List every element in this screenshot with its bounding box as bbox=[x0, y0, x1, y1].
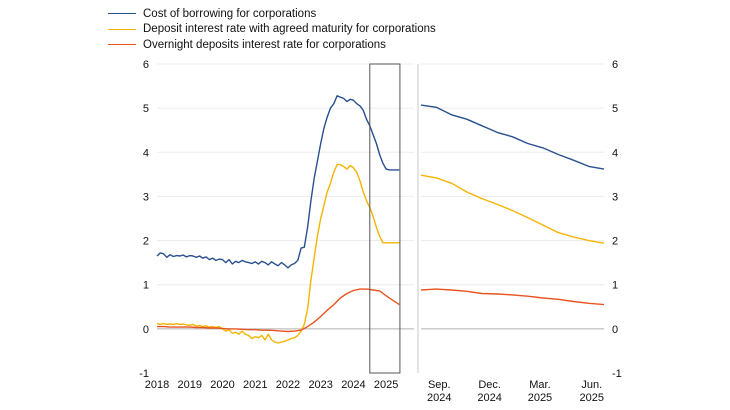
legend-label: Deposit interest rate with agreed maturi… bbox=[143, 23, 436, 36]
left-panel-series-line bbox=[157, 288, 400, 333]
y-tick-label-right: 4 bbox=[612, 147, 618, 159]
x-tick-label: 2022 bbox=[276, 379, 300, 391]
y-tick-label-left: 5 bbox=[143, 103, 149, 115]
legend-item-overnight: Overnight deposits interest rate for cor… bbox=[108, 37, 436, 53]
legend-label: Overnight deposits interest rate for cor… bbox=[143, 38, 386, 51]
x-tick-label-year: 2025 bbox=[580, 392, 604, 404]
legend-swatch-blue bbox=[108, 13, 136, 15]
x-tick-label-month: Sep. bbox=[428, 379, 451, 391]
y-tick-label-left: 3 bbox=[143, 191, 149, 203]
y-tick-label-left: 0 bbox=[143, 324, 149, 336]
x-tick-label-month: Dec. bbox=[478, 379, 501, 391]
x-tick-label: 2020 bbox=[210, 379, 234, 391]
x-tick-label-year: 2024 bbox=[427, 392, 451, 404]
x-tick-label: 2023 bbox=[308, 379, 332, 391]
y-tick-label-right: 2 bbox=[612, 236, 618, 248]
y-tick-label-left: 1 bbox=[143, 280, 149, 292]
left-panel-series-line bbox=[156, 163, 400, 344]
y-tick-label-left: 6 bbox=[143, 59, 149, 71]
left-panel-series-line bbox=[156, 95, 400, 269]
x-tick-label-year: 2024 bbox=[477, 392, 501, 404]
y-tick-label-left: -1 bbox=[139, 368, 149, 380]
x-tick-label: 2021 bbox=[243, 379, 267, 391]
right-panel-series-line bbox=[420, 288, 605, 306]
x-tick-label-month: Mar. bbox=[529, 379, 550, 391]
y-tick-label-right: 1 bbox=[612, 280, 618, 292]
y-tick-label-right: 5 bbox=[612, 103, 618, 115]
highlight-box bbox=[369, 63, 401, 374]
x-tick-label: 2024 bbox=[341, 379, 365, 391]
y-tick-label-left: 4 bbox=[143, 147, 149, 159]
x-tick-label: 2018 bbox=[145, 379, 169, 391]
legend-item-agreed-maturity: Deposit interest rate with agreed maturi… bbox=[108, 22, 436, 38]
x-tick-label: 2025 bbox=[374, 379, 398, 391]
legend-swatch-yellow bbox=[108, 28, 136, 30]
y-tick-label-right: 3 bbox=[612, 191, 618, 203]
right-panel-series-line bbox=[420, 104, 605, 170]
chart-legend: Cost of borrowing for corporations Depos… bbox=[108, 6, 436, 53]
legend-swatch-red bbox=[108, 44, 136, 46]
y-tick-label-right: -1 bbox=[612, 368, 622, 380]
x-tick-label-month: Jun. bbox=[581, 379, 602, 391]
right-panel-series-line bbox=[420, 174, 605, 244]
y-tick-label-right: 6 bbox=[612, 59, 618, 71]
legend-item-cost-of-borrowing: Cost of borrowing for corporations bbox=[108, 6, 436, 22]
y-tick-label-left: 2 bbox=[143, 236, 149, 248]
x-tick-label: 2019 bbox=[177, 379, 201, 391]
x-tick-label-year: 2025 bbox=[528, 392, 552, 404]
y-tick-label-right: 0 bbox=[612, 324, 618, 336]
legend-label: Cost of borrowing for corporations bbox=[143, 7, 317, 20]
